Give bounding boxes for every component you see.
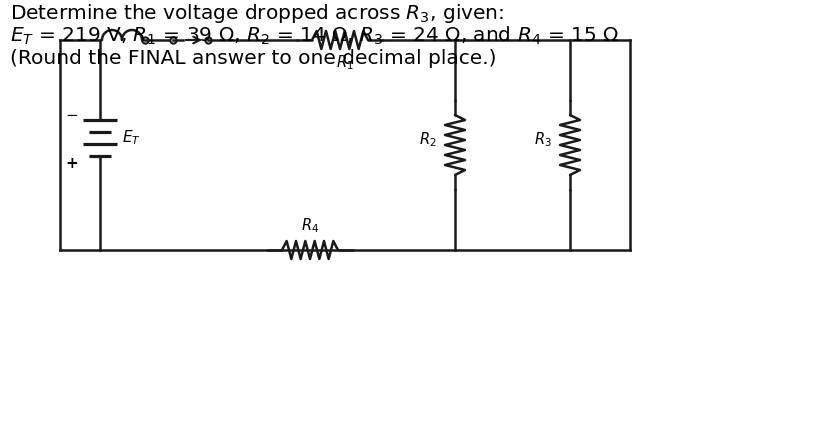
Text: $R_1$: $R_1$ [336,53,354,72]
Text: $R_3$: $R_3$ [535,131,552,149]
Text: (Round the FINAL answer to one decimal place.): (Round the FINAL answer to one decimal p… [10,49,496,68]
Text: Determine the voltage dropped across $R_3$, given:: Determine the voltage dropped across $R_… [10,2,504,25]
Text: $R_2$: $R_2$ [419,131,437,149]
Text: −: − [66,108,78,123]
Text: $E_T$: $E_T$ [122,129,141,147]
Text: +: + [66,157,78,172]
Text: $E_T$ = 219 V, $R_1$ = 39 Ω, $R_2$ = 14 Ω, $R_3$ = 24 Ω, and $R_4$ = 15 Ω: $E_T$ = 219 V, $R_1$ = 39 Ω, $R_2$ = 14 … [10,25,619,47]
Text: $R_4$: $R_4$ [301,216,319,235]
